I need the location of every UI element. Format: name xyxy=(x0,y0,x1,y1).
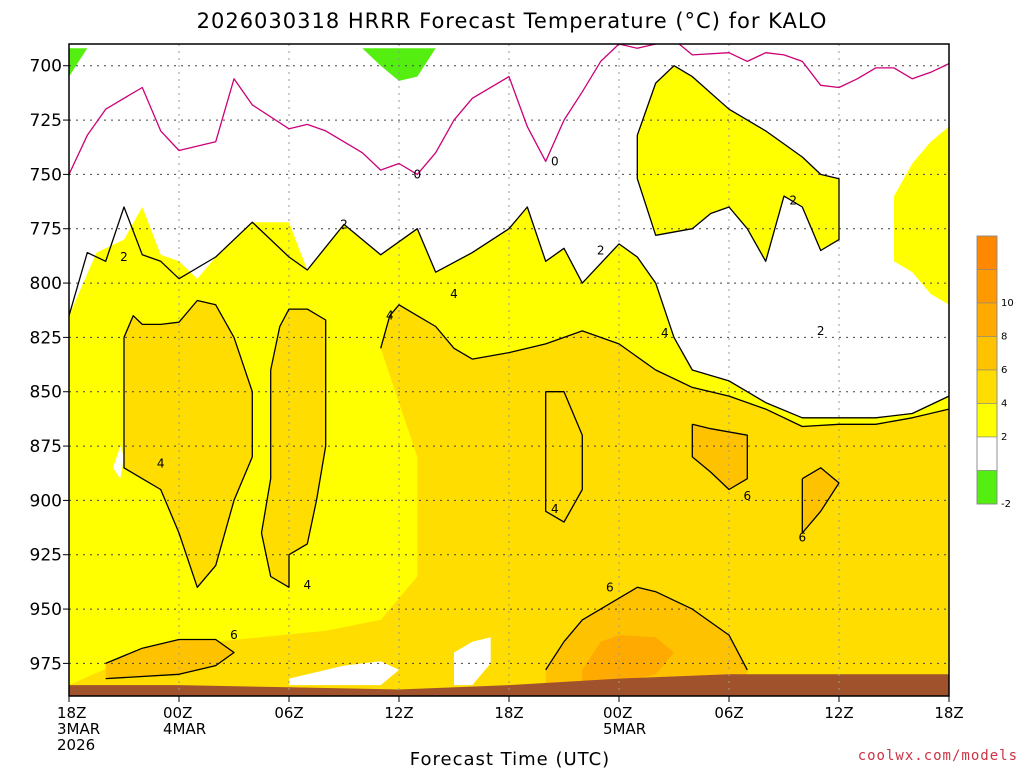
y-tick-label: 775 xyxy=(30,220,62,240)
x-tick-label: 2026 xyxy=(57,736,95,754)
y-tick-label: 700 xyxy=(30,57,62,77)
fill-region-6-8-d xyxy=(802,467,839,533)
legend-swatch xyxy=(976,269,998,304)
color-legend: 10 8 6 4 2 -2 xyxy=(976,235,1014,510)
contour-label: 2 xyxy=(340,217,348,231)
contour-line-6 xyxy=(801,467,840,534)
y-tick-label: 875 xyxy=(30,437,62,457)
contour-label: 4 xyxy=(661,326,669,340)
fill-region-6-8-c xyxy=(692,424,748,490)
legend-swatch xyxy=(976,369,998,404)
fill-region-below-0-b xyxy=(362,48,436,81)
legend-label: 10 xyxy=(1001,298,1014,309)
contour-label: 6 xyxy=(230,628,238,642)
fill-region-4-6-b xyxy=(261,309,326,588)
legend-swatch xyxy=(976,470,998,505)
x-tick-label: 5MAR xyxy=(603,720,646,738)
terrain-layer xyxy=(69,674,949,696)
contour-label: 4 xyxy=(304,578,312,592)
x-tick-label: 4MAR xyxy=(163,720,206,738)
fill-region-0-2-b xyxy=(289,661,399,686)
contour-layer xyxy=(69,44,949,680)
x-tick-label: 00Z xyxy=(163,704,192,722)
x-tick-label: 00Z xyxy=(603,704,632,722)
legend-label: 8 xyxy=(1001,332,1007,343)
legend-swatch xyxy=(976,403,998,438)
contour-line-6 xyxy=(545,586,748,671)
x-tick-label: 18Z xyxy=(934,704,963,722)
fill-region-0-2-c xyxy=(113,446,124,479)
contour-label: 4 xyxy=(386,309,394,323)
y-tick-label: 800 xyxy=(30,274,62,294)
x-tick-label: 06Z xyxy=(714,704,743,722)
y-tick-label: 725 xyxy=(30,111,62,131)
x-axis-label: Forecast Time (UTC) xyxy=(410,749,610,768)
fill-region-2-4-upper xyxy=(637,65,839,262)
fill-region-4-6-a xyxy=(124,300,253,588)
contour-line-4 xyxy=(380,304,949,428)
legend-label: 6 xyxy=(1001,365,1007,376)
credit-text[interactable]: coolwx.com/models xyxy=(858,748,1018,764)
y-tick-label: 850 xyxy=(30,383,62,403)
contour-label: 6 xyxy=(799,530,807,544)
legend-swatch xyxy=(976,436,998,471)
legend-label: 2 xyxy=(1001,432,1007,443)
y-tick-label: 900 xyxy=(30,491,62,511)
y-tick-label: 825 xyxy=(30,328,62,348)
contour-line-4 xyxy=(123,299,253,588)
contour-line-6 xyxy=(105,638,235,680)
y-tick-label: 975 xyxy=(30,654,62,674)
contour-label: 2 xyxy=(120,250,128,264)
contour-label: 0 xyxy=(551,154,559,168)
y-tick-label: 950 xyxy=(30,600,62,620)
fill-region-0-2-a xyxy=(454,637,491,686)
x-tick-label: 12Z xyxy=(384,704,413,722)
terrain-fill xyxy=(69,674,949,696)
contour-label-layer: 0 0 2 2 2 2 2 4 4 4 4 4 4 6 6 6 6 xyxy=(120,154,824,642)
x-tick-label: 18Z xyxy=(494,704,523,722)
legend-label: 4 xyxy=(1001,399,1007,410)
x-tick-label: 12Z xyxy=(824,704,853,722)
fill-region-below-0-a xyxy=(69,48,88,77)
x-tick-label: 06Z xyxy=(274,704,303,722)
y-tick-label: 750 xyxy=(30,165,62,185)
fill-region-8-10 xyxy=(582,635,674,683)
legend-frame xyxy=(976,235,998,505)
contour-line-2 xyxy=(69,206,949,419)
contour-line-2 xyxy=(636,65,840,262)
legend-swatch xyxy=(976,302,998,337)
contour-label: 4 xyxy=(551,502,559,516)
contour-label: 0 xyxy=(414,167,422,181)
contour-label: 2 xyxy=(789,193,797,207)
x-tick-label: 3MAR xyxy=(57,720,100,738)
fill-region-2-4-right xyxy=(894,126,949,305)
contour-label: 4 xyxy=(450,287,458,301)
contour-label: 6 xyxy=(744,489,752,503)
contour-line-6 xyxy=(691,423,748,491)
contour-line-0 xyxy=(69,44,949,176)
contour-label: 2 xyxy=(597,243,605,257)
y-tick-label: 925 xyxy=(30,546,62,566)
contour-label: 4 xyxy=(157,456,165,470)
contour-label: 2 xyxy=(817,324,825,338)
y-axis: 700 725 750 775 800 825 850 875 900 925 950 975 xyxy=(30,57,69,674)
legend-swatch xyxy=(976,235,998,270)
contour-line-4 xyxy=(545,391,583,523)
contour-label: 6 xyxy=(606,580,614,594)
legend-swatch xyxy=(976,336,998,371)
legend-label: -2 xyxy=(1001,499,1011,510)
contour-line-4 xyxy=(260,308,327,588)
chart-title: 2026030318 HRRR Forecast Temperature (°C… xyxy=(197,9,828,33)
x-tick-label: 18Z xyxy=(57,704,86,722)
